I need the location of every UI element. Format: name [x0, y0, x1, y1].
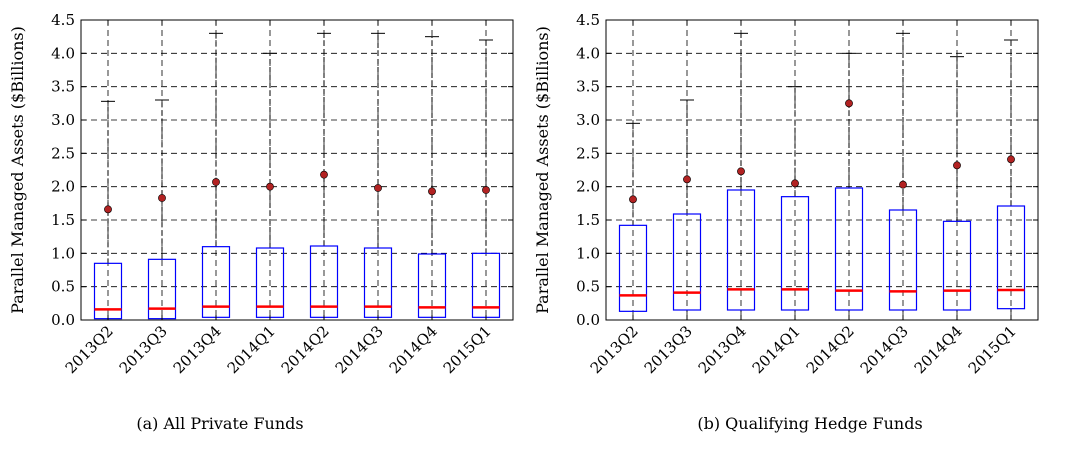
outlier-point: [374, 184, 382, 192]
x-tick-label: 2014Q1: [224, 322, 279, 377]
x-tick-label: 2013Q2: [587, 322, 642, 377]
outlier-point: [428, 187, 436, 196]
outlier-point: [629, 195, 637, 204]
y-tick-label: 0.5: [576, 278, 600, 296]
y-tick-label: 0.0: [51, 311, 75, 329]
box-2014Q3: [363, 32, 393, 321]
plot-frame: [605, 19, 1039, 321]
y-tick-label: 2.5: [51, 144, 75, 162]
outlier-point: [899, 180, 907, 189]
x-tick-label: 2014Q4: [386, 322, 441, 377]
iqr-box: [834, 187, 864, 311]
y-tick-label: 3.0: [51, 111, 75, 129]
x-tick-label: 2013Q3: [641, 322, 696, 377]
y-tick-label: 3.5: [51, 78, 75, 96]
outlier-point: [845, 99, 853, 108]
x-tick-label: 2015Q1: [440, 322, 495, 377]
caption-a: (a) All Private Funds: [136, 414, 304, 433]
x-tick-label: 2014Q1: [749, 322, 804, 377]
x-tick-label: 2013Q3: [116, 322, 171, 377]
y-tick-label: 2.0: [51, 178, 75, 196]
iqr-box: [780, 196, 810, 311]
y-axis-label: Parallel Managed Assets ($Billions): [533, 26, 552, 314]
x-tick-label: 2014Q3: [332, 322, 387, 377]
box-2014Q2: [834, 52, 864, 321]
x-tick-label: 2014Q2: [803, 322, 858, 377]
y-tick-label: 4.0: [576, 44, 600, 62]
y-tick-label: 1.0: [576, 244, 600, 262]
iqr-box: [888, 209, 918, 311]
outlier-point: [104, 205, 112, 214]
box-2013Q4: [201, 32, 231, 321]
outlier-point: [482, 186, 490, 194]
y-tick-label: 4.5: [51, 11, 75, 29]
box-2013Q3: [672, 99, 702, 321]
x-tick-label: 2014Q2: [278, 322, 333, 377]
y-tick-label: 1.5: [576, 211, 600, 229]
outlier-point: [737, 167, 745, 176]
y-tick-label: 0.0: [576, 311, 600, 329]
outlier-point: [320, 170, 328, 179]
box-2014Q2: [309, 32, 339, 321]
y-tick-label: 3.5: [576, 78, 600, 96]
outlier-point: [212, 178, 220, 186]
box-2015Q1: [996, 39, 1026, 321]
y-axis-label: Parallel Managed Assets ($Billions): [8, 26, 27, 314]
x-tick-label: 2014Q4: [911, 322, 966, 377]
outlier-point: [683, 175, 691, 184]
x-tick-label: 2015Q1: [965, 322, 1020, 377]
box-2013Q2: [93, 100, 123, 321]
plot-frame: [80, 19, 514, 321]
outlier-point: [266, 182, 274, 191]
y-tick-label: 4.0: [51, 44, 75, 62]
iqr-box: [672, 213, 702, 311]
x-tick-label: 2013Q4: [695, 322, 750, 377]
box-2014Q4: [417, 36, 447, 321]
outlier-point: [158, 194, 166, 202]
box-2015Q1: [471, 39, 501, 321]
box-2014Q3: [888, 32, 918, 321]
box-2014Q4: [942, 56, 972, 321]
outlier-point: [953, 161, 961, 170]
chart-panel-b: 0.00.51.01.52.02.53.03.54.04.52013Q22013…: [533, 11, 1039, 377]
iqr-box: [618, 224, 648, 312]
y-tick-label: 1.5: [51, 211, 75, 229]
chart-panel-a: 0.00.51.01.52.02.53.03.54.04.52013Q22013…: [8, 11, 514, 377]
y-tick-label: 2.5: [576, 144, 600, 162]
x-tick-label: 2014Q3: [857, 322, 912, 377]
outlier-point: [1007, 155, 1015, 164]
iqr-box: [726, 189, 756, 311]
y-tick-label: 1.0: [51, 244, 75, 262]
y-tick-label: 4.5: [576, 11, 600, 29]
y-tick-label: 0.5: [51, 278, 75, 296]
x-tick-label: 2013Q2: [62, 322, 117, 377]
y-tick-label: 3.0: [576, 111, 600, 129]
x-tick-label: 2013Q4: [170, 322, 225, 377]
outlier-point: [791, 179, 799, 188]
y-tick-label: 2.0: [576, 178, 600, 196]
iqr-box: [942, 220, 972, 311]
box-2013Q4: [726, 32, 756, 321]
caption-b: (b) Qualifying Hedge Funds: [697, 414, 923, 433]
iqr-box: [996, 205, 1026, 310]
